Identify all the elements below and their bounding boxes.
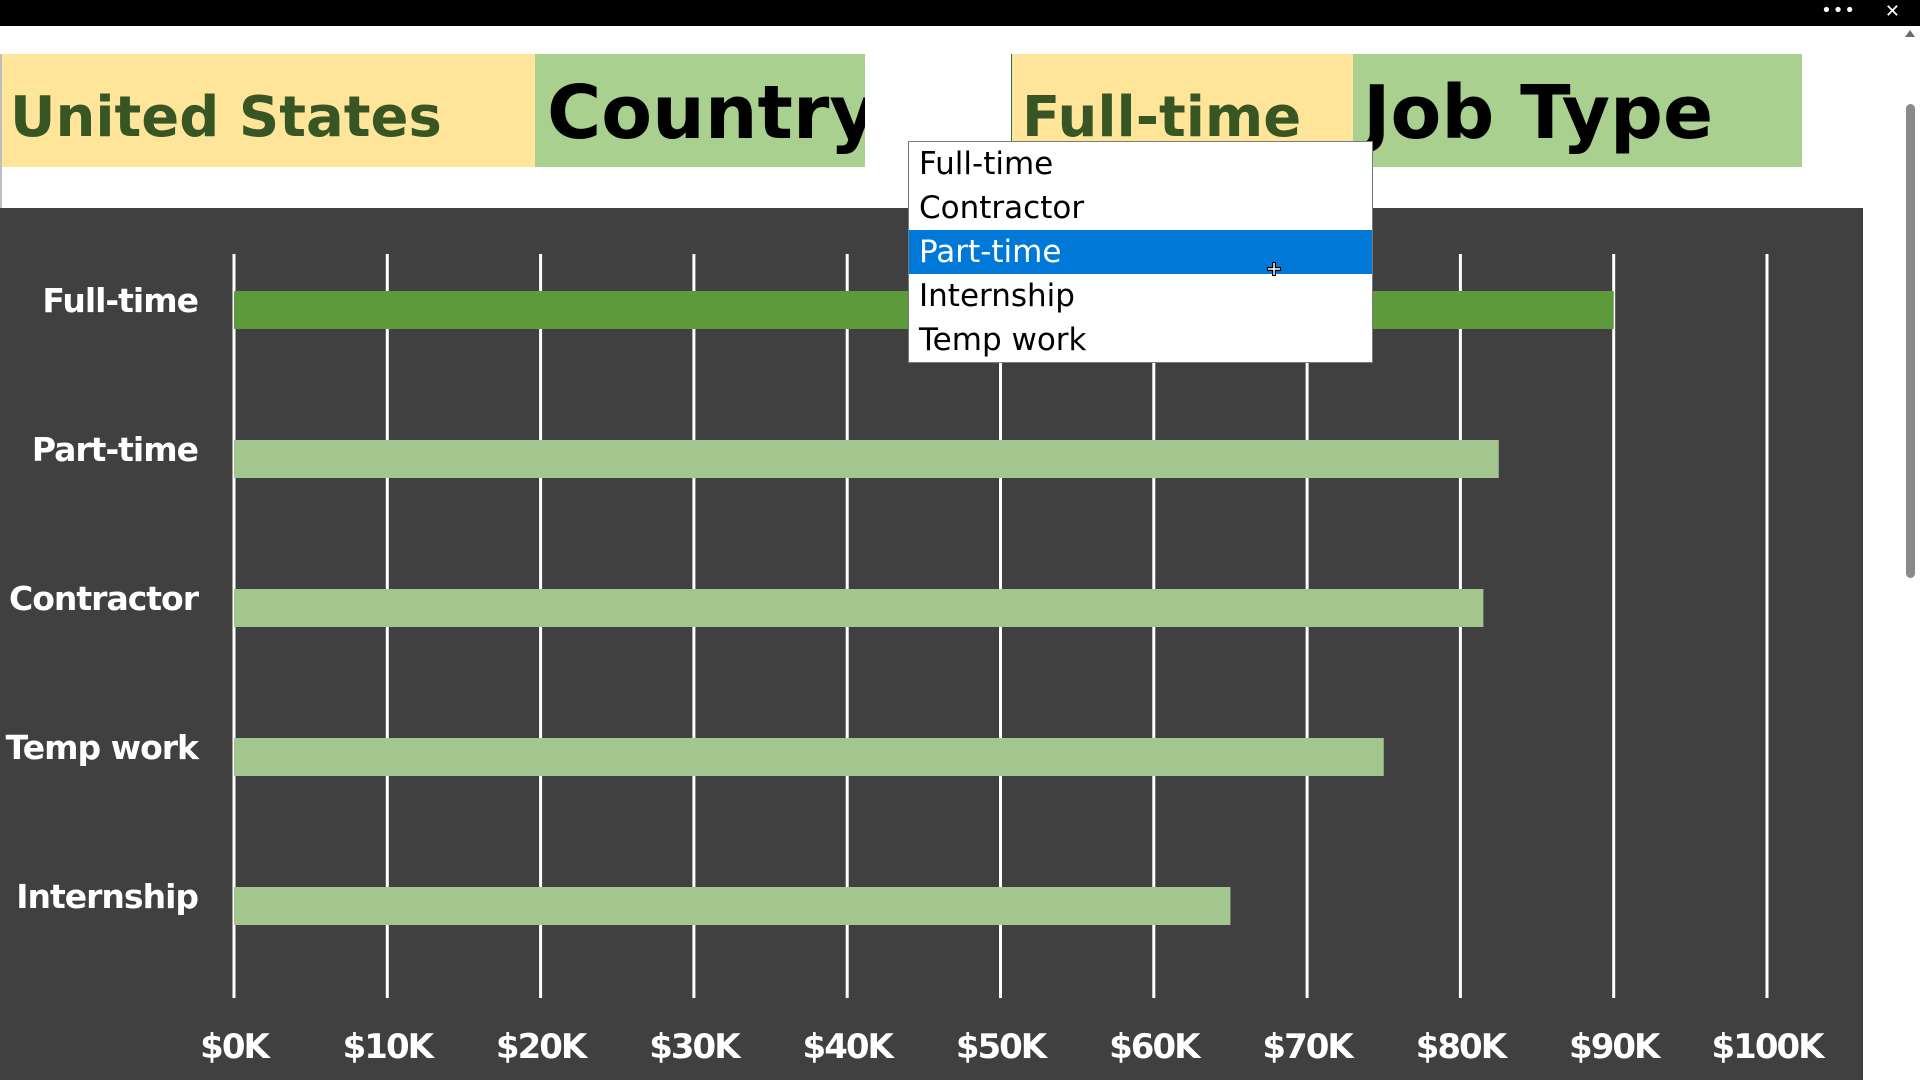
close-icon[interactable]: ✕ <box>1884 1 1900 22</box>
dropdown-option[interactable]: Part-time <box>909 230 1372 274</box>
dropdown-option[interactable]: Temp work <box>919 322 1087 358</box>
scroll-up-icon[interactable] <box>1905 30 1915 37</box>
x-tick-label: $90K <box>1569 1027 1662 1067</box>
x-tick-label: $60K <box>1109 1027 1202 1067</box>
category-label: Part-time <box>32 430 198 469</box>
job-type-dropdown-list[interactable]: Full-time Contractor Part-time Internship Te… <box>908 141 1373 363</box>
category-label: Full-time <box>42 281 198 320</box>
dropdown-option[interactable]: Full-time <box>919 146 1054 182</box>
dropdown-option[interactable]: Internship <box>919 278 1075 314</box>
vertical-scrollbar[interactable] <box>1900 26 1920 1080</box>
job-type-label-cell[interactable]: Job Type <box>1353 54 1802 167</box>
bar-contractor[interactable] <box>234 589 1484 627</box>
bar-temp-work[interactable] <box>234 738 1384 776</box>
bar-internship[interactable] <box>234 887 1231 925</box>
category-label: Contractor <box>9 579 200 618</box>
country-value-cell[interactable]: United States <box>2 54 535 167</box>
country-label-cell[interactable]: Country <box>535 54 865 167</box>
x-tick-label: $50K <box>956 1027 1049 1067</box>
x-tick-label: $70K <box>1262 1027 1355 1067</box>
cursor-icon <box>1267 262 1281 276</box>
sheet-border <box>0 54 2 234</box>
bar-part-time[interactable] <box>234 440 1499 478</box>
x-tick-label: $10K <box>343 1027 436 1067</box>
x-tick-label: $40K <box>803 1027 896 1067</box>
scroll-thumb[interactable] <box>1906 104 1915 578</box>
x-tick-label: $100K <box>1712 1027 1827 1067</box>
x-tick-label: $30K <box>649 1027 742 1067</box>
dropdown-option[interactable]: Contractor <box>919 190 1085 226</box>
window-title-bar: ••• ✕ <box>0 0 1920 26</box>
x-tick-label: $20K <box>496 1027 589 1067</box>
category-label: Internship <box>16 877 198 916</box>
ellipsis-icon[interactable]: ••• <box>1821 0 1856 21</box>
x-tick-label: $80K <box>1416 1027 1509 1067</box>
x-tick-label: $0K <box>200 1027 271 1067</box>
category-label: Temp work <box>6 728 200 767</box>
chart-canvas: $0K $10K $20K $30K $40K $50K $60K $70K $80K $90K $… <box>6 254 1828 1067</box>
